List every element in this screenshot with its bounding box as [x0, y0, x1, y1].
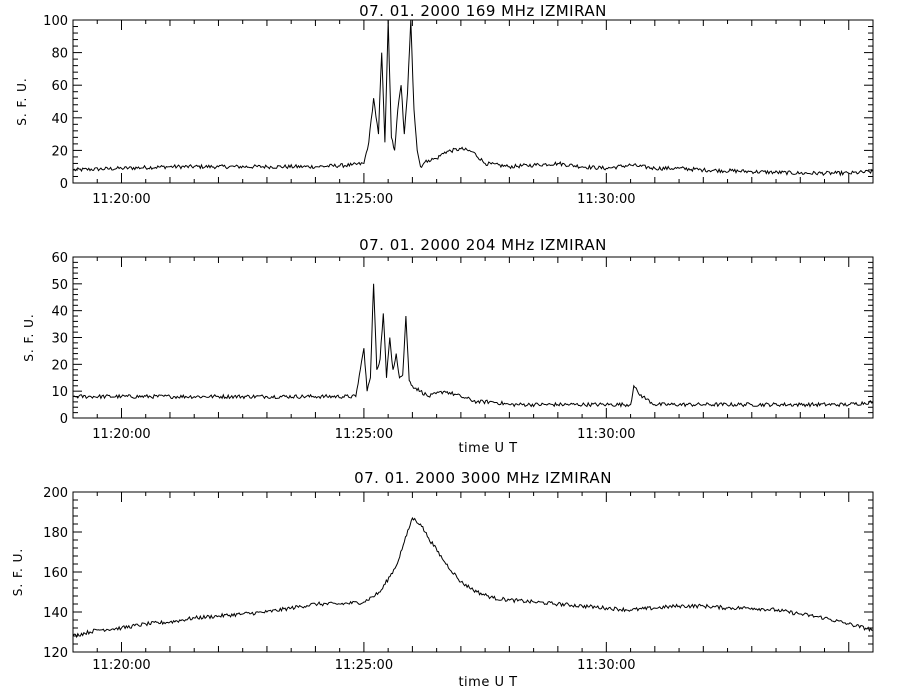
- x-tick-label: 11:20:00: [92, 427, 150, 442]
- y-tick-label: 0: [60, 177, 68, 192]
- y-tick-label: 20: [51, 144, 68, 159]
- y-axis-label: S. F. U.: [15, 77, 29, 125]
- chart-title: 07. 01. 2000 169 MHz IZMIRAN: [359, 2, 607, 20]
- y-tick-label: 60: [51, 251, 68, 266]
- y-tick-label: 180: [43, 526, 68, 541]
- chart-panel-3: 07. 01. 2000 3000 MHz IZMIRAN S. F. U. 120…: [11, 469, 874, 690]
- chart-title: 07. 01. 2000 204 MHz IZMIRAN: [359, 236, 607, 254]
- y-tick-label: 40: [51, 305, 68, 320]
- y-tick-label: 120: [43, 646, 68, 661]
- x-tick-label: 11:25:00: [335, 658, 393, 673]
- y-tick-label: 100: [43, 14, 68, 29]
- y-tick-label: 140: [43, 606, 68, 621]
- y-tick-label: 0: [60, 412, 68, 427]
- x-tick-label: 11:20:00: [92, 192, 150, 207]
- x-tick-label: 11:25:00: [335, 192, 393, 207]
- x-axis-label: time U T: [458, 441, 517, 456]
- series-line-1: [72, 283, 874, 408]
- x-tick-label: 11:30:00: [577, 192, 635, 207]
- x-tick-label: 11:30:00: [577, 658, 635, 673]
- y-axis-label: S. F. U.: [11, 548, 25, 596]
- x-tick-label: 11:30:00: [577, 427, 635, 442]
- y-tick-label: 60: [51, 79, 68, 94]
- y-tick-label: 20: [51, 358, 68, 373]
- x-tick-label: 11:25:00: [335, 427, 393, 442]
- x-tick-label: 11:20:00: [92, 658, 150, 673]
- y-tick-label: 80: [51, 47, 68, 62]
- chart-panel-1: 07. 01. 2000 169 MHz IZMIRAN S. F. U. 0 20 4…: [15, 2, 874, 207]
- y-tick-label: 200: [43, 486, 68, 501]
- chart-title: 07. 01. 2000 3000 MHz IZMIRAN: [354, 469, 612, 487]
- series-line-1: [72, 19, 874, 177]
- y-axis-label: S. F. U.: [22, 313, 36, 361]
- y-tick-label: 40: [51, 112, 68, 127]
- y-tick-label: 10: [51, 385, 68, 400]
- plot-frame: [72, 256, 874, 419]
- x-axis-label: time U T: [458, 675, 517, 690]
- plot-frame: [72, 491, 874, 653]
- y-tick-label: 160: [43, 566, 68, 581]
- chart-panel-2: 07. 01. 2000 204 MHz IZMIRAN S. F. U. 0 10 2…: [22, 236, 874, 456]
- y-tick-label: 50: [51, 278, 68, 293]
- series-line-1: [72, 516, 874, 639]
- plot-frame: [72, 19, 874, 184]
- y-tick-label: 30: [51, 332, 68, 347]
